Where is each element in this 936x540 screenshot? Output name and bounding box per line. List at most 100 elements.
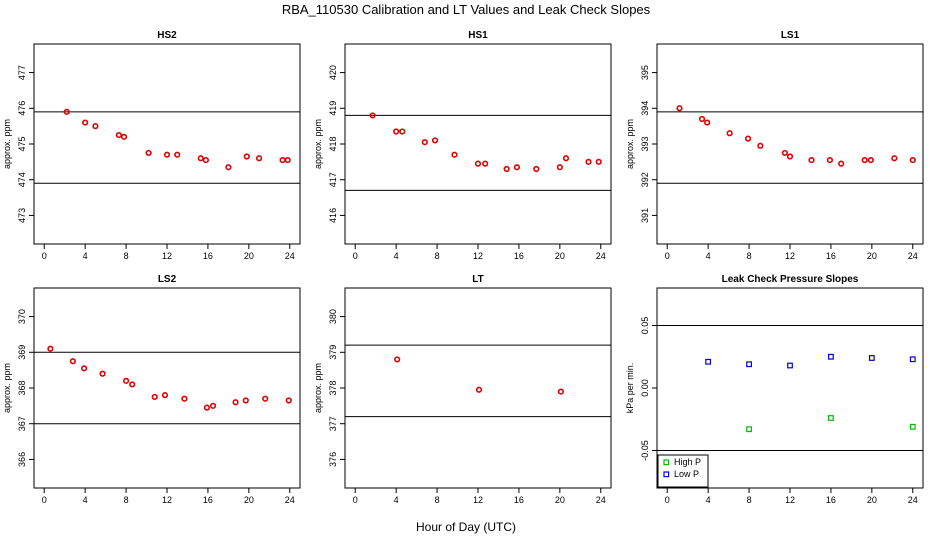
x-tick-label: 24 [596, 495, 606, 505]
data-point [163, 151, 171, 158]
data-point [174, 151, 181, 158]
y-axis-label: approx. ppm [2, 119, 12, 169]
y-tick-label: 380 [328, 309, 338, 324]
y-tick-label: 367 [17, 416, 27, 431]
data-point [255, 155, 263, 162]
x-tick-label: 16 [826, 251, 836, 261]
data-point [503, 165, 510, 173]
x-tick-label: 24 [285, 495, 295, 505]
x-tick-label: 24 [285, 251, 295, 261]
x-tick-label: 0 [353, 251, 358, 261]
plot-frame [33, 287, 301, 489]
y-tick-label: 420 [328, 65, 338, 80]
data-point [595, 158, 602, 165]
data-point [787, 362, 793, 369]
data-point [262, 395, 269, 402]
x-tick-label: 12 [162, 495, 172, 505]
data-point [122, 377, 130, 384]
chart-panel-5: LT 0 4 8 12 16 20 24 376 377 378 379 380 approx. ppm [313, 274, 612, 505]
data-point [394, 356, 401, 363]
data-point [151, 393, 158, 401]
x-tick-label: 20 [555, 495, 565, 505]
data-point [757, 142, 764, 149]
data-point [115, 131, 123, 139]
plot-frame [656, 43, 924, 245]
figure-title: RBA_110530 Calibration and LT Values and… [282, 2, 651, 17]
figure-xlabel: Hour of Day (UTC) [416, 520, 516, 534]
panel-title: LT [472, 274, 483, 285]
data-point [909, 156, 916, 164]
plot-frame [33, 43, 301, 245]
data-point [285, 397, 292, 404]
data-point [828, 415, 834, 421]
data-point [421, 139, 428, 146]
data-point [556, 164, 563, 171]
x-tick-label: 16 [203, 251, 213, 261]
data-point [746, 426, 752, 433]
data-point [63, 108, 70, 115]
data-point [202, 156, 209, 164]
y-axis-label: approx. ppm [2, 363, 12, 413]
legend-swatch [663, 471, 670, 478]
y-tick-label: 474 [17, 172, 27, 187]
data-point [585, 158, 592, 165]
panel-title: HS1 [468, 30, 488, 41]
data-point [698, 115, 706, 123]
y-tick-label: 394 [640, 101, 650, 116]
data-point [69, 358, 76, 365]
data-point [120, 133, 128, 140]
chart-panel-4: LS2 0 4 8 12 16 20 24 366 367 368 369 370 approx. ppm [2, 274, 301, 505]
data-point [826, 156, 834, 164]
y-tick-label: 395 [640, 65, 650, 80]
panel-title: LS2 [158, 274, 177, 285]
data-point [808, 156, 815, 164]
plot-frame [344, 43, 612, 245]
x-tick-label: 8 [124, 495, 129, 505]
x-tick-label: 20 [867, 495, 877, 505]
y-tick-label: -0.05 [640, 440, 650, 461]
x-tick-label: 20 [244, 495, 254, 505]
y-tick-label: 0.00 [640, 379, 650, 397]
x-tick-label: 0 [353, 495, 358, 505]
data-point [203, 404, 210, 411]
x-tick-label: 12 [785, 495, 795, 505]
data-point [82, 119, 89, 126]
x-tick-label: 12 [473, 495, 483, 505]
x-tick-label: 12 [162, 251, 172, 261]
x-tick-label: 0 [665, 251, 670, 261]
y-tick-label: 0.05 [640, 317, 650, 335]
y-tick-label: 393 [640, 136, 650, 151]
x-tick-label: 20 [867, 251, 877, 261]
data-point [705, 358, 712, 365]
data-point [676, 105, 683, 112]
x-tick-label: 4 [83, 251, 88, 261]
data-point [225, 164, 232, 171]
legend-swatch [663, 459, 670, 466]
x-tick-label: 0 [665, 495, 670, 505]
y-tick-label: 416 [328, 208, 338, 223]
data-point [726, 130, 733, 137]
y-tick-label: 368 [17, 380, 27, 395]
data-point [99, 370, 106, 377]
data-point [746, 361, 752, 368]
data-point [533, 165, 540, 173]
x-tick-label: 16 [514, 251, 524, 261]
y-tick-label: 376 [328, 452, 338, 467]
data-point [393, 128, 400, 135]
y-tick-label: 418 [328, 136, 338, 151]
data-point [431, 137, 439, 144]
y-tick-label: 370 [17, 309, 27, 324]
legend-label: High P [674, 457, 701, 467]
y-tick-label: 417 [328, 172, 338, 187]
data-point [279, 156, 286, 164]
data-point [232, 399, 239, 406]
x-tick-label: 24 [908, 251, 918, 261]
panel-title: HS2 [157, 30, 177, 41]
y-axis-label: approx. ppm [313, 119, 323, 169]
data-point [482, 160, 489, 167]
x-tick-label: 8 [435, 495, 440, 505]
y-tick-label: 369 [17, 345, 27, 360]
y-axis-label: approx. ppm [313, 363, 323, 413]
y-axis-label: kPa per min. [625, 363, 635, 414]
x-tick-label: 16 [826, 495, 836, 505]
